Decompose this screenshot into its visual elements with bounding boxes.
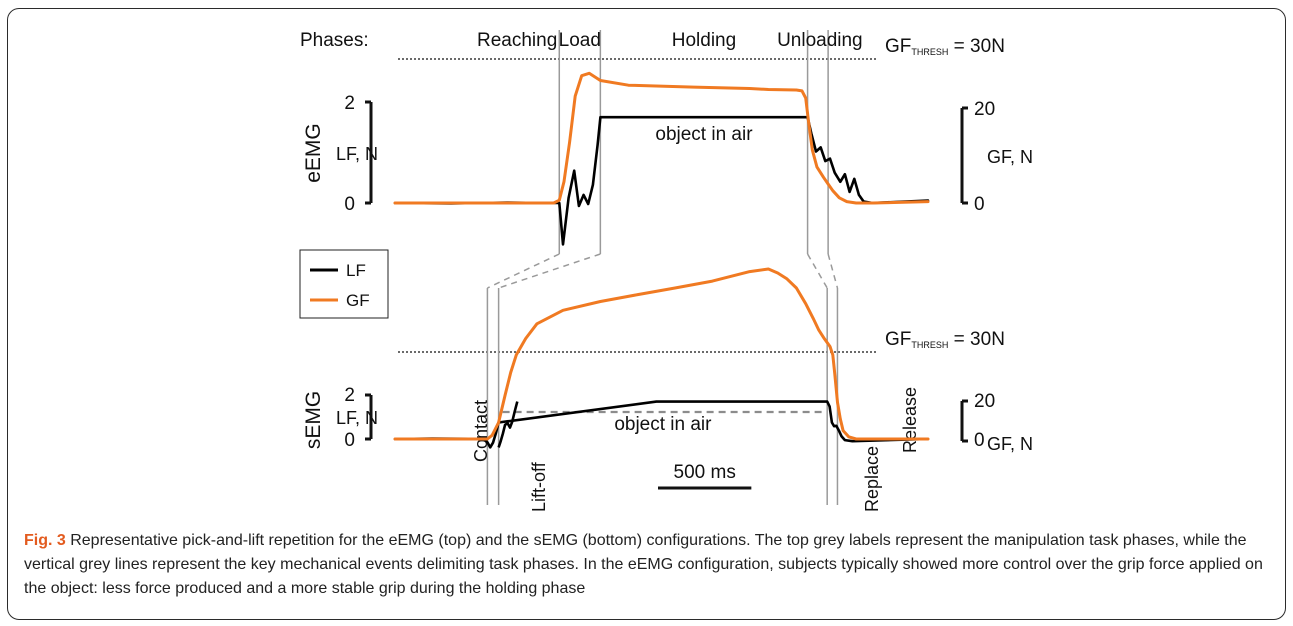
figure-structure (299, 30, 968, 505)
event-label-contact: Contact (471, 400, 491, 462)
caption-label: Fig. 3 (24, 532, 66, 549)
event-label-lift-off: Lift-off (529, 461, 549, 512)
caption-text: Representative pick-and-lift repetition … (24, 532, 1263, 597)
panel-title-eemg: eEMG (302, 123, 325, 183)
gf-ticklabel-bottom-20: 20 (974, 391, 995, 412)
event-label-release: Release (900, 387, 920, 453)
gf-ticklabel-top-0: 0 (974, 194, 985, 215)
legend-label-gf: GF (346, 291, 370, 310)
gf-ticklabel-bottom-0: 0 (974, 430, 985, 451)
series-gf-top (393, 71, 930, 205)
event-label-replace: Replace (862, 446, 882, 512)
legend-box (299, 249, 389, 319)
phases-label: Phases: (300, 30, 369, 51)
connector-liftoff (498, 253, 601, 289)
figure-marks (393, 71, 930, 449)
lf-ticklabel-bottom-2: 2 (344, 385, 355, 406)
phase-label-load: Load (559, 30, 601, 51)
panel-title-semg: sEMG (302, 391, 325, 449)
lf-axis-label-bottom: LF, N (336, 408, 378, 428)
lf-axis-label-top: LF, N (336, 144, 378, 164)
phase-label-holding: Holding (672, 30, 736, 51)
phase-label-unloading: Unloading (777, 30, 863, 51)
connector-replace (806, 253, 828, 289)
gf-ticklabel-top-20: 20 (974, 99, 995, 120)
gf-thresh-label-bottom: GFTHRESH = 30N (885, 329, 1005, 350)
figure-frame (7, 8, 1286, 620)
series-lf-top (393, 115, 930, 246)
lf-ticklabel-top-0: 0 (344, 194, 355, 215)
connector-contact (487, 253, 560, 289)
gf-thresh-label-top: GFTHRESH = 30N (885, 36, 1005, 57)
object-in-air-label-top: object in air (655, 124, 753, 145)
object-in-air-label-bottom: object in air (614, 414, 712, 435)
lf-ticklabel-bottom-0: 0 (344, 430, 355, 451)
lf-ticklabel-top-2: 2 (344, 93, 355, 114)
legend-label-lf: LF (346, 261, 366, 280)
gf-axis-label-top: GF, N (987, 147, 1033, 167)
figure-caption: Fig. 3 Representative pick-and-lift repe… (24, 529, 1269, 601)
series-lf-rise-bottom (497, 401, 519, 448)
phase-label-reaching: Reaching (477, 30, 557, 51)
gf-axis-label-bottom: GF, N (987, 434, 1033, 454)
figure-texts: Phases: Reaching Load Holding Unloading GFTHR… (300, 30, 1033, 512)
series-gf-bottom (393, 267, 930, 441)
figure-canvas: Phases: Reaching Load Holding Unloading GFTHR… (299, 30, 1033, 512)
scale-bar-label: 500 ms (674, 462, 736, 483)
connector-release (827, 253, 839, 289)
